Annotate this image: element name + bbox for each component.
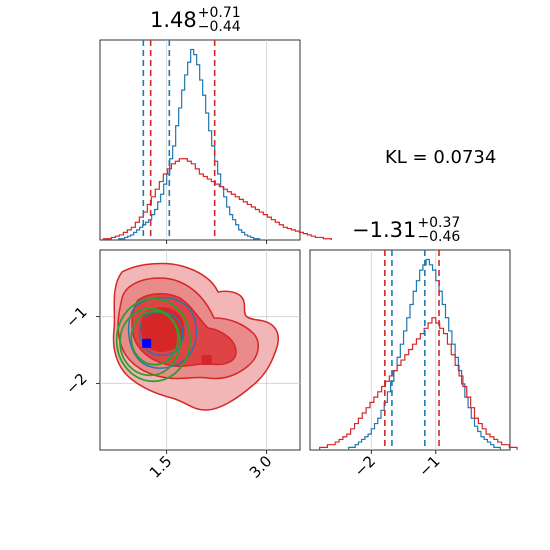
right-hist-title-minus: −0.46: [417, 229, 461, 245]
contour-ytick-label-1: −2: [62, 370, 90, 398]
green-ellipse-1: [119, 307, 181, 377]
right-hist-quantiles: [384, 250, 440, 450]
top-hist-series: [102, 48, 332, 240]
contour-markers: [141, 318, 212, 365]
right-hist-xtick-label-0: −2: [351, 452, 379, 480]
top-hist-title-value: 1.48: [150, 8, 197, 32]
green-ellipse-2: [130, 310, 179, 366]
right-hist-title-value: −1.31: [352, 218, 417, 242]
blue-marker: [142, 338, 152, 348]
top-hist-series-0: [118, 48, 261, 240]
contour-xtick-label-0: 1.5: [146, 452, 176, 482]
red-marker-1: [201, 355, 212, 365]
top-hist-ticks: [166, 240, 268, 244]
blue-contour-outer: [127, 297, 197, 369]
top-hist-panel: [99, 39, 332, 244]
top-hist-title-plus: +0.71: [197, 5, 241, 21]
contour-panel: 1.5 3.0 −1 −2: [62, 249, 301, 482]
green-ellipses: [115, 297, 191, 383]
green-ellipse-0: [115, 297, 191, 383]
right-hist-title-plus: +0.37: [417, 215, 461, 231]
top-hist-title-minus: −0.44: [197, 19, 241, 35]
right-hist-title: −1.31 +0.37 −0.46: [352, 216, 460, 244]
contour-xtick-label-1: 3.0: [246, 452, 276, 482]
contour-ytick-label-0: −1: [62, 303, 90, 331]
kl-annotation: KL = 0.0734: [385, 147, 497, 168]
top-hist-title: 1.48 +0.71 −0.44: [150, 6, 241, 34]
top-hist-quantiles: [142, 40, 216, 240]
top-hist-series-1: [102, 158, 332, 240]
red-marker-0: [141, 318, 152, 329]
right-hist-series-1: [319, 317, 518, 450]
right-hist-grid: [370, 250, 437, 450]
right-hist-ticks: −2 −1: [351, 450, 444, 480]
top-hist-grid: [166, 40, 268, 240]
right-hist-panel: −2 −1: [309, 249, 518, 480]
right-hist-xtick-label-1: −1: [415, 452, 443, 480]
